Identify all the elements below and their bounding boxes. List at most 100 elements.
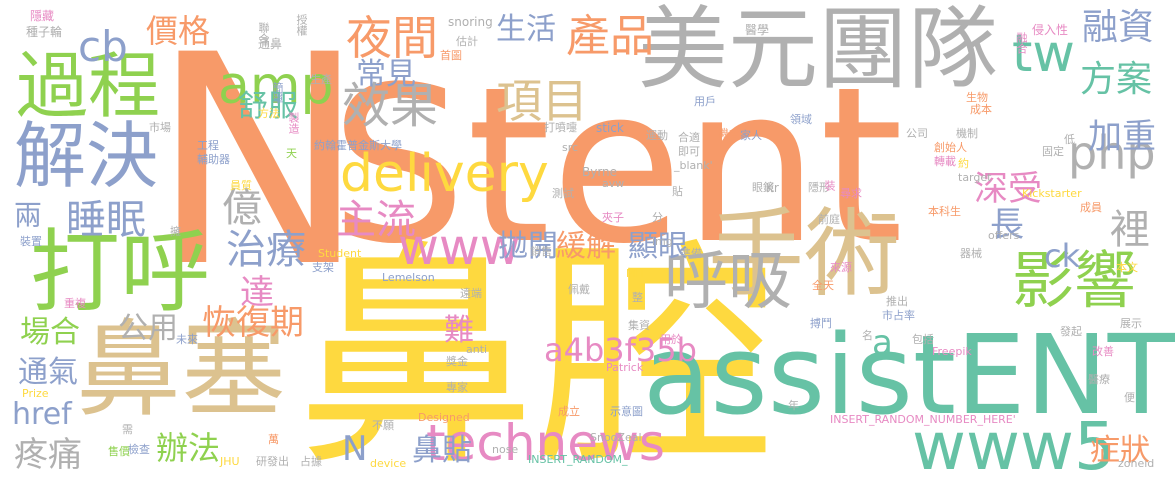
cloud-word: 天 bbox=[286, 148, 297, 159]
cloud-word: 夜間 bbox=[346, 15, 438, 61]
cloud-word: 未來 bbox=[176, 334, 198, 345]
cloud-word: 包括 bbox=[912, 334, 934, 345]
cloud-word: 轉載 bbox=[934, 156, 956, 167]
cloud-word: 兩 bbox=[14, 202, 42, 230]
cloud-word: 擁 bbox=[170, 226, 181, 237]
cloud-word: 支架 bbox=[312, 262, 334, 273]
cloud-word: device bbox=[370, 458, 406, 469]
cloud-word: 集資 bbox=[628, 320, 650, 331]
cloud-word: 推出 bbox=[886, 296, 908, 307]
cloud-word: 睡眠 bbox=[66, 200, 146, 240]
cloud-word: Patrick bbox=[606, 362, 643, 373]
cloud-word: 展示 bbox=[1120, 318, 1142, 329]
cloud-word: 用戶 bbox=[694, 96, 716, 107]
cloud-word: 需 bbox=[122, 424, 133, 435]
cloud-word: 發起 bbox=[1060, 326, 1082, 337]
cloud-word: cb bbox=[78, 26, 128, 68]
cloud-word: 價格 bbox=[146, 15, 210, 47]
cloud-word: 美元團隊 bbox=[638, 5, 998, 95]
cloud-word: 固定 bbox=[1042, 146, 1064, 157]
cloud-word: INSERT_RANDOM_NUMBER_HERE' bbox=[830, 414, 1016, 425]
cloud-word: 隱藏 bbox=[30, 10, 54, 22]
cloud-word: 疼痛 bbox=[14, 438, 82, 472]
cloud-word: 常見 bbox=[356, 60, 416, 90]
cloud-word: Lemelson bbox=[382, 272, 435, 283]
cloud-word: 家人 bbox=[740, 130, 762, 141]
cloud-word: 鼻貼 bbox=[412, 436, 472, 466]
cloud-word: 侵入性 bbox=[1032, 24, 1068, 36]
cloud-word: 融資 bbox=[1082, 10, 1154, 46]
cloud-word: 通氣 bbox=[18, 358, 78, 388]
cloud-word: 機制 bbox=[956, 128, 978, 139]
cloud-word: src bbox=[562, 142, 578, 153]
cloud-word: 成立 bbox=[558, 406, 580, 417]
cloud-word: 檢查 bbox=[128, 444, 150, 455]
cloud-word: ck bbox=[1044, 240, 1080, 272]
cloud-word: 夾子 bbox=[602, 212, 624, 223]
cloud-word: 專家 bbox=[446, 382, 468, 393]
cloud-word: 機會 bbox=[718, 128, 740, 139]
cloud-word: 裡 bbox=[1110, 210, 1150, 250]
cloud-word: 醫學 bbox=[745, 24, 769, 36]
cloud-word: 成員 bbox=[1080, 202, 1102, 213]
cloud-word: 前庭 bbox=[818, 214, 840, 225]
cloud-word: 尋求 bbox=[840, 188, 862, 199]
cloud-word: Student bbox=[318, 248, 361, 259]
cloud-word: 輔助器 bbox=[197, 154, 230, 165]
cloud-word: 佩戴 bbox=[568, 284, 590, 295]
cloud-word: 約翰霍普金斯大學 bbox=[314, 140, 402, 151]
cloud-word: Prize bbox=[22, 388, 49, 399]
cloud-word: 分 bbox=[652, 212, 663, 223]
cloud-word: 合適 bbox=[678, 132, 700, 143]
cloud-word: 估計 bbox=[456, 36, 478, 47]
cloud-word: offers bbox=[988, 230, 1019, 241]
cloud-word: a bbox=[872, 326, 893, 360]
cloud-word: 製造 bbox=[288, 112, 299, 134]
cloud-word: 方案 bbox=[1080, 62, 1152, 98]
cloud-word: 首圖 bbox=[440, 50, 462, 61]
cloud-word: 本文 bbox=[1116, 262, 1138, 273]
cloud-word: 億 bbox=[222, 188, 262, 228]
cloud-word: 市占率 bbox=[882, 310, 915, 321]
cloud-word: 加重 bbox=[1088, 120, 1156, 154]
cloud-word: 創始人 bbox=[934, 142, 967, 153]
cloud-word: delivery bbox=[340, 148, 549, 200]
cloud-word: 遠端 bbox=[460, 288, 482, 299]
cloud-word: 場合 bbox=[20, 318, 80, 348]
cloud-word: 便 bbox=[1124, 392, 1135, 403]
cloud-word: 工程 bbox=[197, 140, 219, 151]
cloud-word: 低 bbox=[1064, 134, 1075, 145]
cloud-word: 獎金 bbox=[446, 356, 468, 367]
cloud-word: 成本 bbox=[970, 104, 992, 115]
cloud-word: 不願 bbox=[372, 420, 394, 431]
cloud-word: 名 bbox=[862, 330, 873, 341]
cloud-word: Designed bbox=[418, 412, 470, 423]
cloud-word: zoneid bbox=[1118, 458, 1154, 469]
cloud-word: 萬 bbox=[268, 434, 279, 445]
cloud-word: Kr bbox=[766, 182, 779, 194]
cloud-word: 領域 bbox=[790, 114, 812, 125]
cloud-word: 緩解 bbox=[556, 232, 616, 262]
cloud-word: JHU bbox=[220, 456, 240, 467]
cloud-word: 主流 bbox=[336, 200, 416, 240]
cloud-word: 器械 bbox=[960, 248, 982, 259]
cloud-word: 公用 bbox=[118, 314, 178, 344]
cloud-word: avw bbox=[602, 178, 624, 189]
cloud-word: SnooZeal bbox=[590, 432, 642, 443]
cloud-word: 融合 bbox=[1016, 32, 1027, 54]
cloud-word: 解決 bbox=[14, 120, 158, 192]
cloud-word: 授權 bbox=[296, 14, 307, 36]
cloud-word: nose bbox=[492, 444, 518, 455]
cloud-word: 市場 bbox=[149, 122, 171, 133]
cloud-word: 聯合 bbox=[258, 22, 269, 44]
cloud-word: href bbox=[12, 400, 72, 430]
cloud-word: 重複 bbox=[64, 298, 86, 309]
cloud-word: 打噴嚏 bbox=[544, 122, 577, 133]
cloud-word: stick bbox=[596, 122, 624, 134]
cloud-word: 員質 bbox=[230, 180, 252, 191]
cloud-word: 裝置 bbox=[20, 236, 42, 247]
cloud-word: N bbox=[342, 432, 367, 466]
cloud-word: 簡單 bbox=[272, 82, 283, 104]
cloud-word: 裝 bbox=[824, 180, 835, 191]
